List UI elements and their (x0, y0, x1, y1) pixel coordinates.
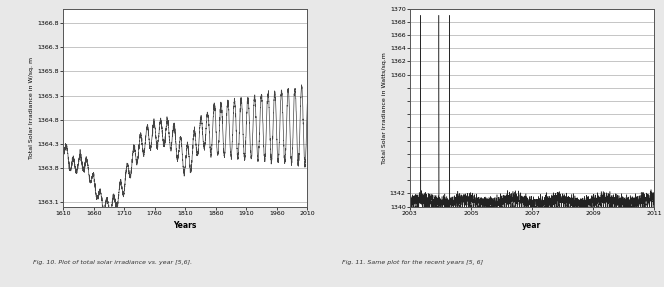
X-axis label: year: year (523, 221, 542, 230)
X-axis label: Years: Years (173, 221, 197, 230)
Y-axis label: Total Solar Irradiance in W/sq. m: Total Solar Irradiance in W/sq. m (29, 57, 35, 159)
Text: Fig. 10. Plot of total solar irradiance vs. year [5,6].: Fig. 10. Plot of total solar irradiance … (33, 260, 193, 265)
Text: Fig. 11. Same plot for the recent years [5, 6]: Fig. 11. Same plot for the recent years … (342, 260, 483, 265)
Y-axis label: Total Solar Irradiance in Watts/sq.m: Total Solar Irradiance in Watts/sq.m (382, 52, 387, 164)
